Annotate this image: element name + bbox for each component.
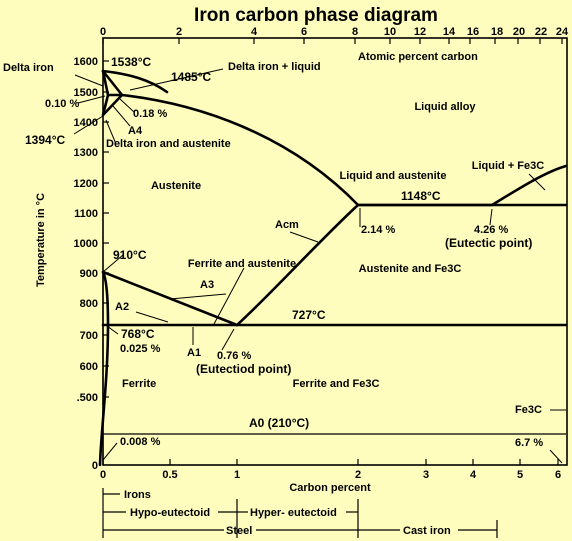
bottom-tick-label: 4	[470, 469, 477, 481]
top-tick-label: 4	[251, 26, 258, 38]
composition-label: 0.008 %	[120, 436, 161, 448]
left-tick-label: 1300	[74, 147, 98, 159]
top-axis: 0 2 4 6 8 10 12 14 16 18 20 22 24	[100, 26, 569, 44]
left-tick-label: 1200	[74, 178, 98, 190]
top-tick-label: 14	[443, 26, 456, 38]
region-label: Liquid alloy	[414, 101, 476, 113]
top-tick-label: 22	[535, 26, 547, 38]
bottom-tick-label: 0.5	[162, 469, 177, 481]
class-label: Irons	[124, 489, 151, 501]
eutectoid-point-label: (Eutectiod point)	[196, 362, 291, 376]
composition-label: 4.26 %	[474, 224, 508, 236]
line-label: A1	[187, 347, 201, 359]
region-label: Delta iron	[3, 62, 54, 74]
region-label: Ferrite and Fe3C	[293, 378, 380, 390]
temperature-label: 727°C	[292, 308, 326, 322]
region-label: Delta iron + liquid	[228, 61, 321, 73]
left-axis: 1600 1500 1400 1300 1200 1100 1000 900 8…	[35, 56, 109, 472]
eutectic-point-label: (Eutectic point)	[445, 236, 532, 250]
bottom-axis-label: Carbon percent	[289, 482, 371, 494]
left-tick-label: 1100	[74, 208, 98, 220]
line-label: A3	[200, 279, 214, 291]
temperature-label: 768°C	[121, 327, 155, 341]
left-tick-label: 0	[92, 460, 98, 472]
left-tick-label: 700	[80, 330, 98, 342]
top-tick-label: 20	[513, 26, 525, 38]
top-tick-label: 12	[414, 26, 426, 38]
region-label: Ferrite and austenite	[188, 258, 296, 270]
temperature-label: 1538°C	[111, 55, 151, 69]
region-label: Liquid and austenite	[340, 170, 447, 182]
composition-label: 0.18 %	[133, 108, 167, 120]
temperature-label: 1485°C	[171, 70, 211, 84]
left-tick-label: 900	[80, 268, 98, 280]
region-label: Liquid + Fe3C	[472, 160, 544, 172]
classification-brackets: Irons Hypo-eutectoid Hyper- eutectoid St…	[103, 488, 497, 538]
region-label: Ferrite	[122, 378, 156, 390]
plot-frame	[103, 38, 567, 465]
left-tick-label: 800	[80, 298, 98, 310]
left-axis-label: Temperature in °C	[35, 193, 47, 287]
top-tick-label: 18	[491, 26, 503, 38]
composition-label: 0.76 %	[217, 350, 251, 362]
top-axis-label: Atomic percent carbon	[358, 51, 478, 63]
top-tick-label: 8	[352, 26, 358, 38]
temperature-label: A0 (210°C)	[249, 416, 309, 430]
bottom-tick-label: 3	[423, 469, 429, 481]
bottom-tick-label: 1	[234, 469, 240, 481]
top-tick-label: 6	[301, 26, 307, 38]
bottom-tick-label: 2	[355, 469, 361, 481]
composition-label: 0.10 %	[45, 98, 79, 110]
top-tick-label: 0	[100, 26, 106, 38]
bottom-tick-label: 0	[100, 469, 106, 481]
region-label: Austenite	[151, 180, 201, 192]
top-tick-label: 2	[176, 26, 182, 38]
region-label: Fe3C	[515, 404, 542, 416]
left-tick-label: 1000	[74, 238, 98, 250]
composition-label: 0.025 %	[120, 343, 161, 355]
bottom-tick-label: 5	[517, 469, 523, 481]
left-tick-label: 600	[80, 361, 98, 373]
class-label: Hyper- eutectoid	[250, 507, 337, 519]
ferrite-solvus	[100, 272, 108, 465]
top-tick-label: 24	[556, 26, 569, 38]
region-label: Delta iron and austenite	[106, 138, 231, 150]
composition-label: 2.14 %	[361, 224, 395, 236]
composition-label: 6.7 %	[515, 437, 543, 449]
top-tick-label: 10	[384, 26, 396, 38]
class-label: Cast iron	[403, 525, 451, 537]
diagram-title: Iron carbon phase diagram	[194, 5, 438, 26]
line-label: A4	[128, 125, 143, 137]
region-label: Austenite and Fe3C	[359, 263, 462, 275]
line-label: Acm	[275, 219, 299, 231]
left-tick-label: .500	[77, 392, 98, 404]
temperature-label: 1148°C	[401, 189, 441, 203]
temperature-label: 910°C	[113, 248, 147, 262]
top-tick-label: 16	[467, 26, 479, 38]
left-tick-label: 1600	[74, 56, 98, 68]
class-label: Steel	[226, 525, 252, 537]
phase-boundaries	[100, 71, 566, 465]
leader-lines	[74, 69, 566, 463]
temperature-label: 1394°C	[25, 133, 65, 147]
bottom-tick-label: 6	[555, 469, 561, 481]
line-label: A2	[115, 301, 129, 313]
class-label: Hypo-eutectoid	[130, 507, 210, 519]
